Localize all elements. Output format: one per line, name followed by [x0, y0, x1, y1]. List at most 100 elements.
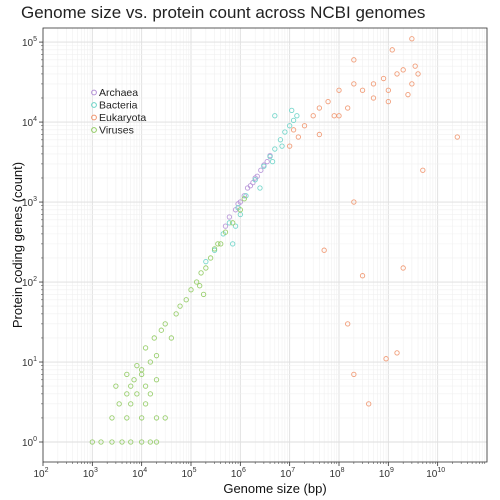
x-tick-label: 107 — [280, 467, 295, 480]
plot-border — [42, 27, 488, 463]
series-eukaryota — [287, 36, 460, 407]
data-point — [272, 146, 278, 152]
data-point — [287, 143, 293, 149]
data-point — [139, 415, 145, 421]
data-point — [139, 371, 145, 378]
data-point — [252, 177, 258, 183]
data-point — [400, 265, 406, 271]
legend-label: Archaea — [99, 87, 138, 99]
x-tick-label: 103 — [83, 467, 98, 480]
data-point — [151, 335, 157, 341]
data-point — [258, 167, 264, 173]
data-point — [351, 199, 357, 205]
data-point — [226, 220, 233, 226]
data-point — [147, 359, 154, 365]
data-point — [109, 439, 115, 445]
x-tick-label: 104 — [132, 467, 147, 480]
data-point — [316, 105, 323, 111]
data-point — [235, 201, 241, 207]
chart-title: Genome size vs. protein count across NCB… — [21, 3, 426, 22]
data-point — [188, 287, 194, 293]
legend-marker — [91, 127, 97, 133]
data-point — [222, 229, 229, 235]
data-point — [295, 134, 302, 140]
data-point — [272, 113, 278, 119]
series-viruses — [89, 196, 247, 445]
data-point — [267, 153, 273, 160]
data-point — [211, 246, 218, 252]
data-point — [162, 321, 168, 327]
data-point — [345, 321, 351, 327]
legend-label: Eukaryota — [99, 112, 146, 124]
y-tick-label: 105 — [22, 36, 37, 49]
data-point — [153, 439, 160, 445]
data-point — [277, 137, 284, 143]
data-point — [264, 158, 270, 165]
data-point — [336, 87, 342, 93]
data-point — [218, 241, 224, 247]
data-point — [131, 377, 137, 383]
data-point — [405, 92, 411, 98]
legend-marker — [91, 89, 97, 96]
data-point — [325, 98, 331, 105]
data-point — [385, 98, 391, 105]
data-point — [158, 327, 164, 333]
data-point — [119, 439, 125, 445]
data-point — [389, 47, 395, 53]
data-point — [203, 258, 209, 265]
data-point — [147, 391, 154, 397]
data-point — [153, 353, 160, 359]
data-point — [394, 71, 400, 77]
data-point — [345, 105, 351, 111]
data-point — [279, 143, 285, 149]
x-axis-ticks: 102 103 104 105 106 107 108 109 1010 — [33, 462, 486, 480]
data-point — [207, 255, 214, 261]
data-point — [124, 415, 130, 421]
x-tick-label: 102 — [33, 467, 48, 480]
legend-marker — [91, 114, 97, 121]
data-point — [197, 283, 203, 289]
data-point — [168, 335, 175, 341]
data-point — [412, 63, 418, 69]
y-tick-label: 103 — [22, 196, 37, 209]
data-point — [198, 270, 204, 276]
data-point — [147, 439, 154, 445]
data-point — [244, 185, 251, 191]
data-point — [226, 214, 233, 220]
data-point — [142, 383, 149, 389]
data-point — [359, 273, 366, 279]
data-point — [128, 401, 134, 407]
data-point — [351, 81, 357, 87]
data-point — [331, 113, 337, 119]
legend-label: Viruses — [99, 125, 134, 137]
legend-marker — [91, 102, 97, 108]
data-point — [394, 350, 400, 356]
data-point — [177, 303, 183, 309]
data-point — [153, 377, 160, 383]
data-point — [124, 371, 130, 378]
data-point — [109, 415, 115, 421]
data-point — [232, 223, 239, 229]
data-point — [351, 371, 357, 378]
data-point — [383, 356, 389, 362]
data-point — [301, 123, 308, 129]
data-point — [142, 345, 149, 351]
data-point — [409, 36, 415, 42]
y-tick-label: 104 — [22, 116, 37, 129]
data-point — [294, 113, 300, 119]
x-tick-label: 105 — [181, 467, 196, 480]
data-point — [162, 415, 168, 421]
data-point — [359, 87, 366, 93]
data-point — [370, 95, 377, 101]
data-point — [366, 401, 372, 407]
data-point — [287, 123, 293, 129]
data-point — [289, 107, 295, 114]
data-point — [241, 196, 247, 202]
data-point — [261, 163, 267, 169]
data-point — [237, 207, 243, 213]
data-point — [153, 415, 160, 421]
data-point — [113, 383, 119, 389]
data-point — [321, 247, 327, 253]
x-tick-label: 106 — [231, 467, 246, 480]
